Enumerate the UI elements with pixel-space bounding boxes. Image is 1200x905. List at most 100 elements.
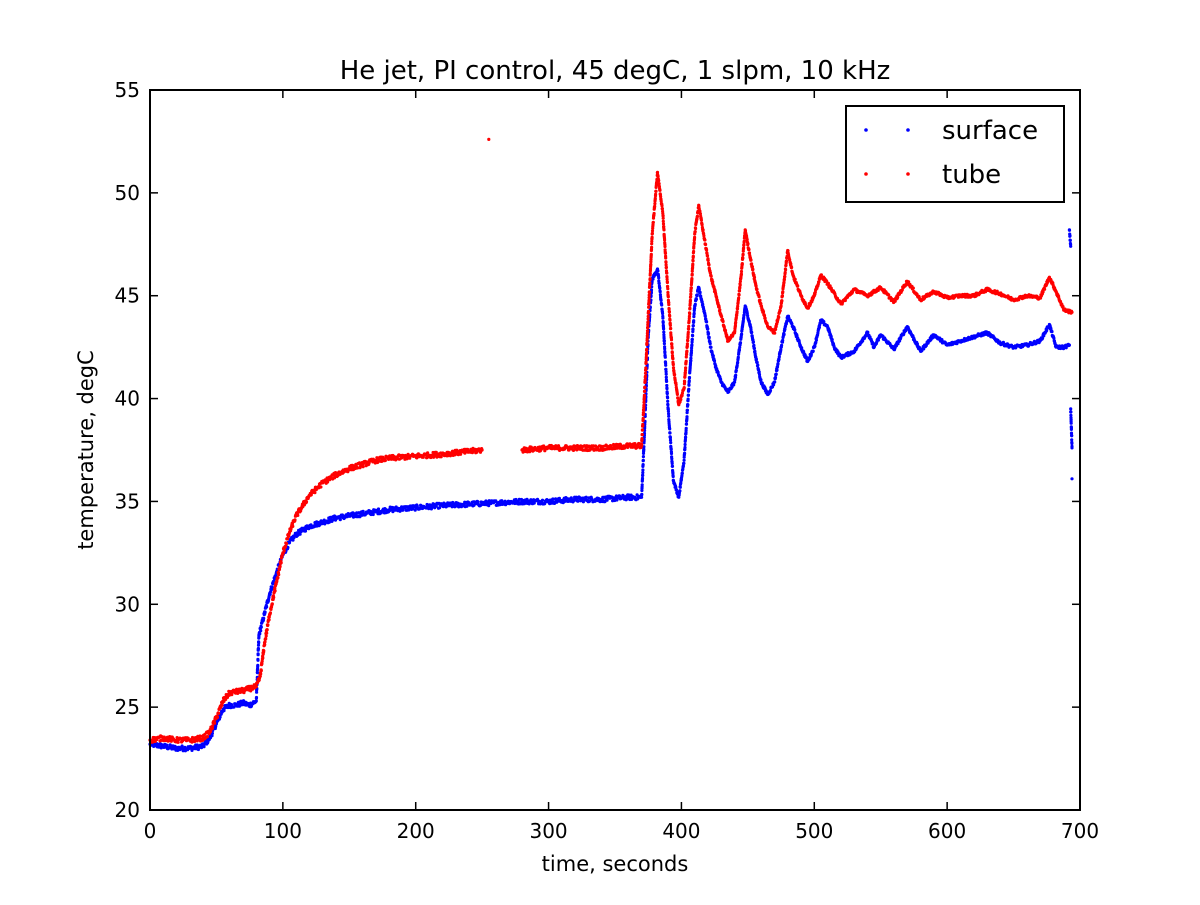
data-point-surface — [661, 321, 665, 325]
legend-marker-tube — [864, 172, 868, 176]
data-point-tube — [284, 542, 289, 546]
data-point-tube — [640, 428, 645, 432]
data-point-surface — [661, 316, 665, 320]
data-point-surface — [777, 355, 781, 359]
data-point-surface — [776, 362, 780, 366]
data-point-surface — [218, 715, 222, 719]
data-point-surface — [757, 370, 761, 374]
data-point-tube — [651, 220, 655, 224]
data-point-tube — [691, 254, 695, 258]
data-point-surface — [671, 474, 675, 479]
data-point-tube — [688, 312, 692, 316]
data-point-surface — [1070, 434, 1074, 438]
data-point-surface — [781, 338, 785, 342]
data-point-surface — [640, 476, 645, 480]
data-point-surface — [663, 347, 667, 351]
data-point-tube — [640, 437, 644, 441]
data-point-surface — [752, 343, 756, 347]
data-point-tube — [758, 298, 762, 302]
data-point-surface — [222, 709, 226, 713]
data-point-tube — [689, 292, 693, 296]
data-point-surface — [641, 473, 645, 477]
data-point-tube — [291, 524, 295, 529]
data-point-surface — [692, 311, 696, 315]
data-point-tube — [283, 545, 288, 549]
data-point-surface — [657, 276, 661, 280]
y-tick-label: 20 — [115, 798, 140, 822]
data-point-tube — [663, 251, 668, 255]
legend-marker-surface — [864, 128, 868, 132]
data-point-surface — [1068, 234, 1072, 238]
data-point-surface — [658, 290, 662, 294]
y-tick-label: 50 — [115, 181, 140, 205]
data-point-surface — [682, 461, 686, 465]
data-point-tube — [319, 485, 323, 489]
data-point-surface — [685, 408, 690, 412]
data-point-tube — [668, 318, 672, 322]
data-point-surface — [1069, 410, 1073, 414]
data-point-surface — [667, 412, 671, 416]
data-point-tube — [690, 272, 694, 276]
data-point-tube — [660, 204, 664, 208]
data-point-surface — [683, 451, 687, 455]
data-point-surface — [665, 387, 669, 391]
data-point-surface — [689, 348, 694, 353]
data-point-tube — [279, 561, 283, 565]
data-point-surface — [196, 747, 200, 752]
x-tick-label: 600 — [928, 819, 966, 843]
data-point-tube — [293, 518, 297, 522]
data-point-tube — [718, 308, 722, 312]
data-point-tube — [693, 230, 697, 234]
data-point-tube — [643, 371, 648, 375]
data-point-surface — [772, 383, 776, 387]
data-point-tube — [671, 363, 675, 367]
data-point-tube — [1070, 310, 1074, 314]
data-point-surface — [703, 314, 707, 318]
data-point-tube — [705, 248, 709, 252]
data-point-tube — [267, 618, 271, 622]
data-point-tube — [689, 286, 693, 290]
data-point-surface — [736, 355, 740, 359]
data-point-surface — [584, 495, 588, 499]
data-point-tube — [686, 330, 690, 334]
data-point-surface — [709, 345, 713, 349]
data-point-surface — [685, 415, 689, 419]
data-point-tube — [647, 298, 651, 302]
data-point-surface — [760, 381, 764, 385]
data-point-tube — [213, 721, 217, 725]
x-tick-label: 200 — [397, 819, 435, 843]
data-point-surface — [256, 643, 261, 647]
series-surface — [148, 228, 1074, 753]
data-point-surface — [660, 303, 664, 307]
data-point-surface — [686, 397, 690, 401]
data-point-surface — [700, 300, 704, 304]
data-point-surface — [165, 743, 169, 747]
data-point-surface — [813, 344, 817, 348]
chart-title: He jet, PI control, 45 degC, 1 slpm, 10 … — [340, 56, 891, 86]
data-point-tube — [210, 726, 214, 730]
data-point-surface — [640, 492, 644, 496]
data-point-tube — [741, 252, 745, 256]
data-point-surface — [678, 489, 682, 493]
data-point-tube — [643, 385, 647, 389]
data-point-surface — [690, 337, 694, 341]
data-point-tube — [671, 357, 675, 361]
data-point-surface — [376, 507, 381, 511]
data-point-tube — [650, 235, 654, 239]
data-point-surface — [682, 458, 686, 462]
data-point-surface — [666, 396, 670, 400]
data-point-tube — [657, 178, 661, 183]
data-point-tube — [707, 263, 711, 267]
data-point-tube — [176, 740, 180, 744]
data-point-tube — [258, 674, 262, 678]
data-point-tube — [663, 244, 667, 249]
data-point-surface — [1069, 413, 1073, 417]
data-point-surface — [664, 372, 668, 376]
data-point-tube — [282, 549, 286, 553]
data-point-tube — [690, 277, 694, 281]
data-point-surface — [775, 368, 779, 372]
data-point-surface — [1070, 441, 1074, 446]
data-point-surface — [438, 506, 442, 510]
